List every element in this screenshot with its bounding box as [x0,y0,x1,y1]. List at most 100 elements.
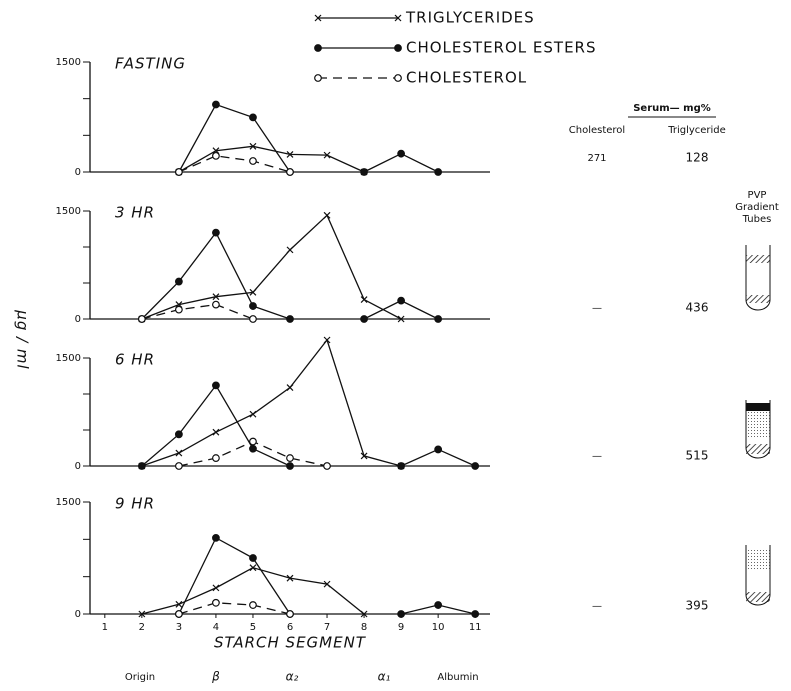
y-tick-label: 1500 [56,57,81,68]
marker [434,315,443,323]
marker [286,462,294,470]
marker [174,430,183,439]
marker-dot [212,300,220,309]
marker-dot [212,381,220,390]
marker [249,302,257,310]
marker [137,315,146,323]
band-label: α₂ [286,670,299,684]
marker [394,44,402,52]
x-tick-label: 11 [469,622,482,633]
marker-dot [137,462,146,470]
marker [175,600,183,608]
series-line [178,536,476,615]
marker-dot [360,168,368,176]
marker-dot [434,601,443,609]
marker-stroke [212,584,220,592]
x-axis-label: STARCH SEGMENT [214,634,367,652]
x-tick-label: 5 [250,622,256,633]
legend-label: TRIGLYCERIDES [405,9,535,27]
marker [360,452,368,460]
marker [314,74,322,82]
marker-dot [249,444,257,453]
marker-dot [360,315,368,323]
x-tick-label: 9 [398,622,404,633]
marker-stroke [249,410,257,418]
marker [212,381,220,390]
marker-stroke [394,14,402,22]
marker [434,601,443,609]
marker [137,462,146,470]
marker [212,584,220,592]
x-tick-label: 1 [102,622,108,633]
marker-dot [212,454,220,462]
marker-dot [249,302,257,310]
serum-value: 395 [686,599,709,613]
marker [397,315,405,323]
marker-stroke [175,600,183,608]
marker-dot [397,149,406,158]
serum-column: Cholesterol [569,125,625,136]
marker-dot [314,74,322,82]
marker [249,410,257,418]
marker [212,300,220,309]
marker [174,168,183,176]
marker [314,14,322,22]
panel-title: 3 HR [115,204,155,222]
marker [212,598,220,607]
marker-dot [174,462,183,470]
panel-title: FASTING [115,55,186,73]
marker-dot [397,462,406,470]
marker [323,580,331,588]
marker [249,142,257,150]
marker-dot [212,598,220,607]
marker [434,445,443,454]
marker [212,428,220,436]
marker-stroke [323,336,331,344]
marker-dot [249,437,257,446]
marker-dot [212,228,220,237]
serum-column: Triglyceride [667,125,726,136]
tube [745,245,771,311]
marker-dot [212,151,220,160]
marker-dot [249,315,257,323]
marker-stroke [212,293,220,301]
marker-dot [434,315,443,323]
y-tick-label: 1500 [56,353,81,364]
marker-dot [394,74,402,82]
marker [286,150,294,158]
marker [286,168,294,176]
pvp-label: PVP [748,190,767,201]
marker [314,44,322,52]
marker [397,296,406,305]
marker-dot [314,44,322,52]
marker-stroke [286,384,294,391]
marker [212,533,220,542]
serum-value: 515 [686,449,709,463]
marker [249,601,257,609]
y-tick-label: 0 [75,167,81,178]
marker-dot [397,610,406,618]
serum-value: — [592,303,602,314]
marker [286,315,294,323]
series-line [141,338,402,467]
x-tick-label: 10 [432,622,445,633]
marker-stroke [286,574,294,582]
marker [434,168,443,176]
marker-stroke [138,610,146,618]
series-line [178,145,365,173]
marker [286,246,294,254]
marker-dot [137,315,146,323]
marker-dot [397,296,406,305]
y-tick-label: 0 [75,461,81,472]
marker [212,151,220,160]
band-label: α₁ [378,670,391,684]
marker [174,277,183,286]
marker [249,444,257,453]
y-tick-label: 0 [75,314,81,325]
serum-value: — [592,451,602,462]
series-line [141,231,439,320]
y-tick-label: 0 [75,609,81,620]
marker [471,610,480,618]
marker-stroke [249,564,257,572]
marker [323,151,331,159]
